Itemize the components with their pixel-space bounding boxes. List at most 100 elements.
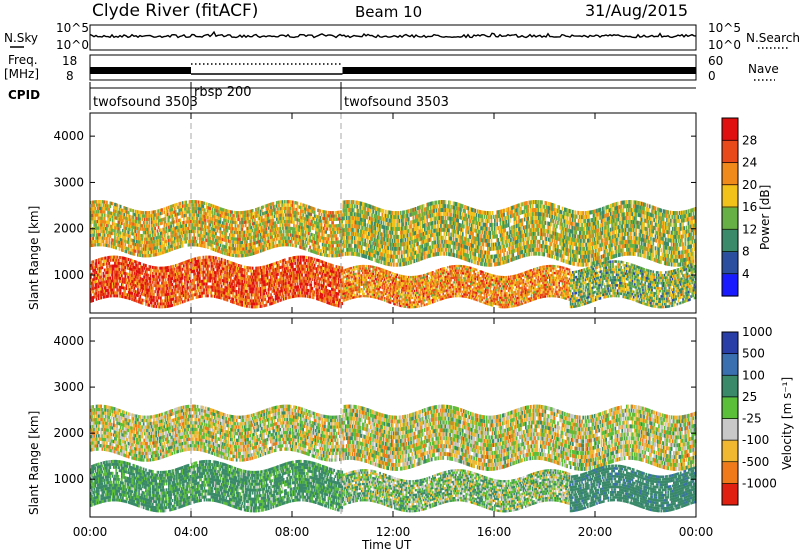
heatmap-cell [220,221,222,224]
heatmap-cell [259,207,261,210]
heatmap-cell [317,268,319,271]
heatmap-cell [242,271,244,274]
heatmap-cell [193,233,195,236]
heatmap-cell [153,293,155,296]
heatmap-cell [175,207,177,210]
heatmap-cell [145,264,147,267]
heatmap-cell [225,246,227,249]
heatmap-cell [201,224,203,227]
heatmap-cell [205,209,207,212]
heatmap-cell [242,280,244,283]
heatmap-cell [234,214,236,217]
heatmap-cell [173,265,175,268]
heatmap-cell [265,248,267,251]
heatmap-cell [174,220,176,223]
heatmap-cell [297,280,299,283]
heatmap-cell [119,265,121,268]
heatmap-cell [301,274,303,277]
heatmap-cell [137,276,139,279]
heatmap-cell [170,225,172,228]
heatmap-cell [168,242,170,245]
heatmap-cell [283,277,285,280]
heatmap-cell [149,228,151,231]
heatmap-cell [212,295,214,298]
heatmap-cell [276,285,278,288]
heatmap-cell [112,274,114,277]
heatmap-cell [200,268,202,271]
heatmap-cell [194,230,196,233]
heatmap-cell [177,302,179,305]
heatmap-cell [234,280,236,283]
heatmap-cell [92,237,94,240]
freq-right-tick-top: 60 [708,54,723,68]
heatmap-cell [209,237,211,240]
heatmap-cell [126,284,128,287]
heatmap-cell [182,234,184,237]
heatmap-cell [128,211,130,214]
heatmap-cell [144,276,146,279]
heatmap-cell [235,244,237,247]
heatmap-cell [304,256,306,259]
heatmap-cell [284,265,286,268]
heatmap-cell [108,221,110,224]
heatmap-cell [200,289,202,292]
heatmap-cell [284,210,286,213]
heatmap-cell [285,294,287,297]
heatmap-cell [105,286,107,289]
heatmap-cell [282,200,284,203]
heatmap-cell [120,231,122,234]
heatmap-cell [207,246,209,249]
heatmap-cell [320,216,322,219]
heatmap-cell [225,232,227,235]
heatmap-cell [116,280,118,283]
heatmap-cell [177,222,179,225]
heatmap-cell [100,275,102,278]
heatmap-cell [243,224,245,227]
heatmap-cell [254,238,256,241]
heatmap-cell [323,233,325,236]
heatmap-cell [107,295,109,298]
heatmap-cell [205,245,207,248]
heatmap-cell [317,274,319,277]
heatmap-cell [139,214,141,217]
heatmap-cell [91,221,93,224]
heatmap-cell [312,220,314,223]
heatmap-cell [341,302,343,305]
heatmap-cell [164,207,166,210]
heatmap-cell [180,205,182,208]
heatmap-cell [271,212,273,215]
heatmap-cell [199,259,201,262]
heatmap-cell [128,285,130,288]
heatmap-cell [298,285,300,288]
heatmap-cell [250,223,252,226]
heatmap-cell [261,209,263,212]
heatmap-cell [213,238,215,241]
heatmap-cell [183,264,185,267]
heatmap-cell [227,229,229,232]
heatmap-cell [112,202,114,205]
heatmap-cell [165,217,167,220]
heatmap-cell [160,273,162,276]
heatmap-cell [283,227,285,230]
heatmap-cell [323,227,325,230]
heatmap-cell [262,206,264,209]
heatmap-cell [92,299,94,302]
heatmap-cell [248,296,250,299]
heatmap-cell [203,238,205,241]
heatmap-cell [108,238,110,241]
heatmap-cell [154,302,156,305]
heatmap-cell [182,211,184,214]
noise-left-label: N.Sky [4,31,38,45]
heatmap-cell [224,259,226,262]
heatmap-cell [93,230,95,233]
heatmap-cell [227,299,229,302]
beam-title: Beam 10 [355,3,422,21]
heatmap-cell [285,297,287,300]
heatmap-cell [115,233,117,236]
heatmap-cell [243,295,245,298]
heatmap-cell [155,272,157,275]
heatmap-cell [104,217,106,220]
heatmap-cell [338,305,340,308]
heatmap-cell [161,212,163,215]
heatmap-cell [271,296,273,299]
